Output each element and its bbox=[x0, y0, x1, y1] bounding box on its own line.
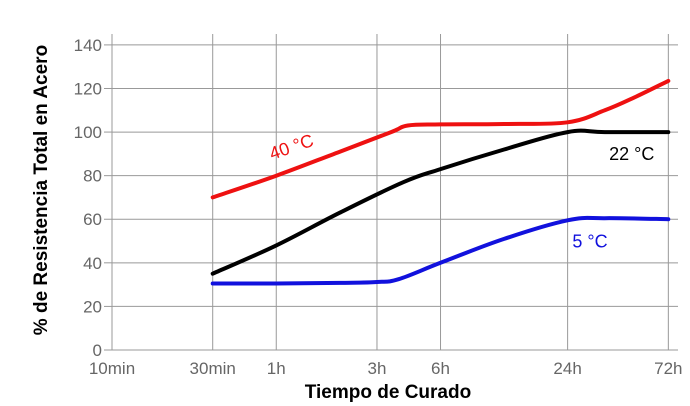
x-axis-title: Tiempo de Curado bbox=[305, 382, 471, 403]
y-tick-labels: 0 20 40 60 80 100 120 140 bbox=[74, 36, 102, 360]
y-tick-label: 40 bbox=[83, 254, 102, 273]
x-tick-labels: 10min 30min 1h 3h 6h 24h 72h bbox=[89, 359, 683, 378]
y-tick-label: 60 bbox=[83, 210, 102, 229]
x-tick-label: 3h bbox=[368, 359, 387, 378]
y-tick-label: 0 bbox=[93, 341, 102, 360]
y-axis-title: % de Resistencia Total en Acero bbox=[31, 45, 52, 335]
y-tick-label: 100 bbox=[74, 123, 102, 142]
y-tick-label: 20 bbox=[83, 297, 102, 316]
series-lines bbox=[210, 78, 671, 286]
series-label: 5 °C bbox=[572, 231, 607, 251]
y-tick-label: 80 bbox=[83, 167, 102, 186]
x-tick-label: 10min bbox=[89, 359, 135, 378]
y-tick-label: 140 bbox=[74, 36, 102, 55]
y-tick-label: 120 bbox=[74, 79, 102, 98]
x-tick-label: 6h bbox=[431, 359, 450, 378]
x-tick-label: 30min bbox=[190, 359, 236, 378]
x-tick-label: 72h bbox=[654, 359, 682, 378]
grid bbox=[104, 34, 678, 351]
x-tick-label: 24h bbox=[553, 359, 581, 378]
series-line bbox=[210, 128, 671, 276]
series-label: 22 °C bbox=[609, 144, 654, 164]
series-line bbox=[210, 78, 671, 200]
x-tick-label: 1h bbox=[267, 359, 286, 378]
series-line bbox=[210, 215, 671, 286]
